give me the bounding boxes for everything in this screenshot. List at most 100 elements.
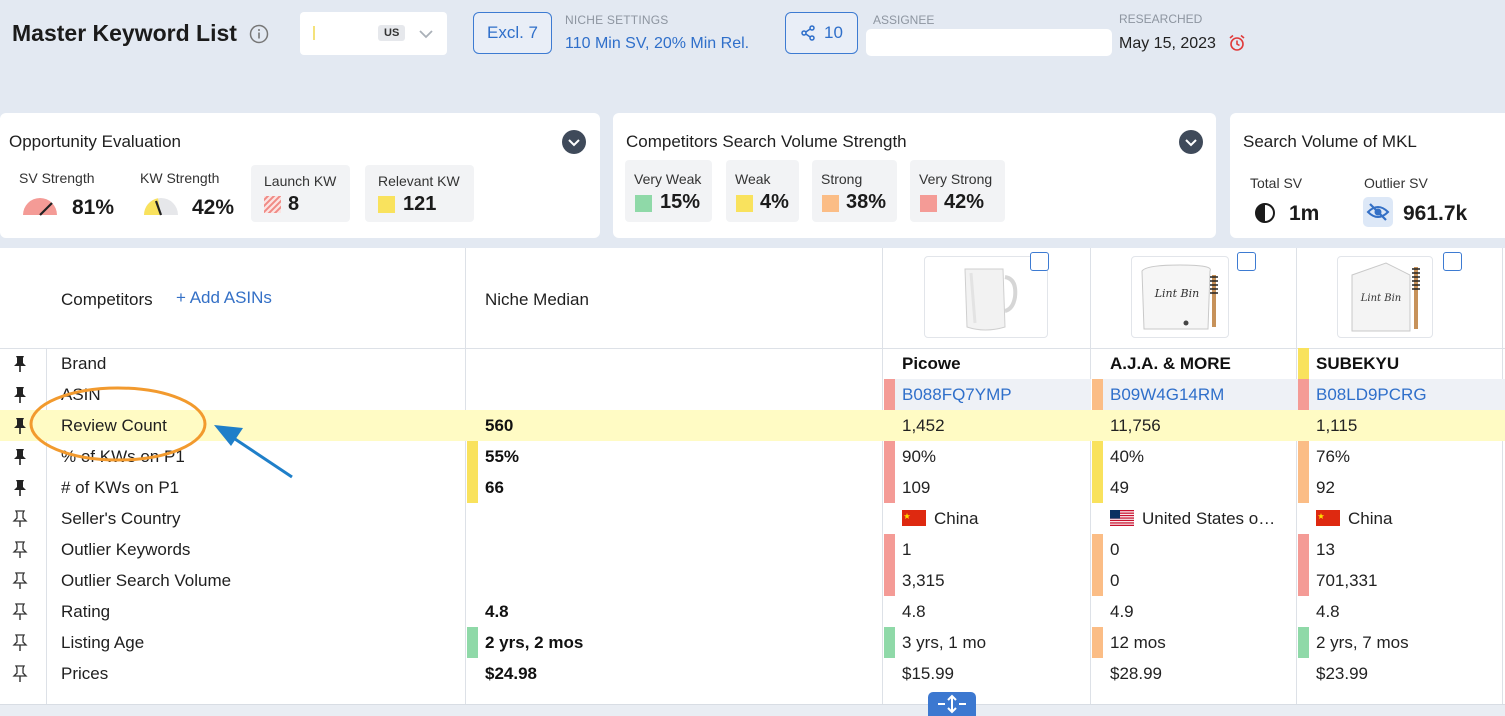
researched-caption: RESEARCHED [1119,12,1203,26]
alarm-clock-icon[interactable] [1228,34,1246,52]
excluded-keywords-button[interactable]: Excl. 7 [473,12,552,54]
product-image-1[interactable] [924,256,1048,338]
product-image-text: Lint Bin [1360,293,1401,304]
add-asins-button[interactable]: + Add ASINs [176,288,272,307]
strength-mark [884,565,895,596]
strength-mark [1092,565,1103,596]
strong-tile[interactable]: Strong 38% [812,160,897,222]
pin-filled-icon[interactable] [12,386,28,404]
strength-mark [1298,627,1309,658]
product-select-checkbox[interactable] [1443,252,1462,271]
chevron-down-icon[interactable] [1179,130,1203,154]
row-label: ASIN [61,385,101,404]
researched-date: May 15, 2023 [1119,35,1216,52]
total-sv-label: Total SV [1250,175,1303,191]
competitor-cell: 2 yrs, 7 mos [1316,633,1409,653]
weak-value: 4% [760,191,789,213]
kw-strength-value: 42% [192,196,235,219]
table-row-listing-age: Listing Age 2 yrs, 2 mos 3 yrs, 1 mo 12 mos… [0,627,1505,658]
cell-value: $28.99 [1110,664,1162,683]
cell-value: China [934,509,979,528]
niche-median-value: 66 [485,478,504,497]
product-select-checkbox[interactable] [1237,252,1256,271]
strong-swatch [822,195,839,212]
cell-value: 2 yrs, 7 mos [1316,633,1409,652]
product-image-3[interactable]: Lint Bin [1337,256,1433,338]
table-row-of-kws-on-p1: # of KWs on P1 66 109 49 92 [0,472,1505,503]
competitor-cell: China [1316,509,1392,529]
assignee-input[interactable] [866,29,1112,56]
very-weak-swatch [635,195,652,212]
row-label: Listing Age [61,633,145,652]
launch-kw-value: 8 [288,193,300,215]
competitor-cell: 0 [1110,571,1119,591]
product-image-2[interactable]: Lint Bin [1131,256,1229,338]
very-weak-tile[interactable]: Very Weak 15% [625,160,712,222]
pin-filled-icon[interactable] [12,479,28,497]
pin-outline-icon[interactable] [12,572,28,590]
outlier-toggle-button[interactable] [1363,197,1393,227]
weak-tile[interactable]: Weak 4% [726,160,799,222]
launch-kw-tile[interactable]: Launch KW 8 [251,165,350,222]
competitor-cell: $15.99 [902,664,954,684]
share-button[interactable]: 10 [785,12,858,54]
outlier-sv-label: Outlier SV [1364,175,1428,191]
niche-median-header: Niche Median [485,290,589,309]
page-title: Master Keyword List [12,20,237,46]
china-flag-icon [902,510,926,526]
cell-value: 1,452 [902,416,945,435]
niche-median-value: 560 [485,416,514,435]
strength-mark [1298,472,1309,503]
strength-mark [1092,627,1103,658]
pin-outline-icon[interactable] [12,665,28,683]
strength-mark [1092,441,1103,472]
asin-link[interactable]: B09W4G14RM [1110,385,1224,405]
row-label: Prices [61,664,109,683]
competitor-cell: 4.8 [902,602,926,622]
strength-mark [884,379,895,410]
competitor-cell: 1 [902,540,911,560]
header-divider [0,348,1505,349]
median-strength-mark [467,627,478,658]
median-strength-mark [467,472,478,503]
table-row-brand: Brand Picowe A.J.A. & MORE SUBEKYU [0,348,1505,379]
column-divider [882,248,883,716]
pin-filled-icon[interactable] [12,355,28,373]
very-strong-tile[interactable]: Very Strong 42% [910,160,1005,222]
pin-filled-icon[interactable] [12,417,28,435]
cell-value: 0 [1110,571,1120,590]
pin-outline-icon[interactable] [12,634,28,652]
table-row-of-kws-on-p1: % of KWs on P1 55% 90% 40% 76% [0,441,1505,472]
cell-value: 12 mos [1110,633,1166,652]
pin-outline-icon[interactable] [12,603,28,621]
very-weak-label: Very Weak [634,171,702,187]
cell-value: $15.99 [902,664,954,683]
product-select-checkbox[interactable] [1030,252,1049,271]
competitors-label: Competitors [61,290,153,309]
relevant-kw-tile[interactable]: Relevant KW 121 [365,165,474,222]
niche-settings-link[interactable]: 110 Min SV, 20% Min Rel. [565,35,750,52]
median-strength-mark [467,441,478,472]
competitor-cell: SUBEKYU [1316,354,1399,374]
competitor-cell: $23.99 [1316,664,1368,684]
resize-handle[interactable] [928,692,976,716]
cell-value: 0 [1110,540,1120,559]
pin-outline-icon[interactable] [12,510,28,528]
pin-filled-icon[interactable] [12,448,28,466]
strength-mark [884,627,895,658]
cell-value: SUBEKYU [1316,354,1400,373]
asin-link[interactable]: B08LD9PCRG [1316,385,1427,405]
competitor-cell: 76% [1316,447,1350,467]
cell-value: 4.8 [902,602,926,621]
marketplace-code: US [378,25,406,41]
marketplace-select[interactable]: US [300,12,447,55]
chevron-down-icon[interactable] [562,130,586,154]
info-icon[interactable] [249,24,269,44]
asin-cell-bg [1103,379,1299,410]
pin-outline-icon[interactable] [12,541,28,559]
column-divider [465,248,466,716]
hatched-swatch-icon [264,196,281,213]
asin-link[interactable]: B088FQ7YMP [902,385,1012,405]
half-circle-icon [1255,203,1275,223]
competitor-cell: United States o… [1110,509,1275,529]
